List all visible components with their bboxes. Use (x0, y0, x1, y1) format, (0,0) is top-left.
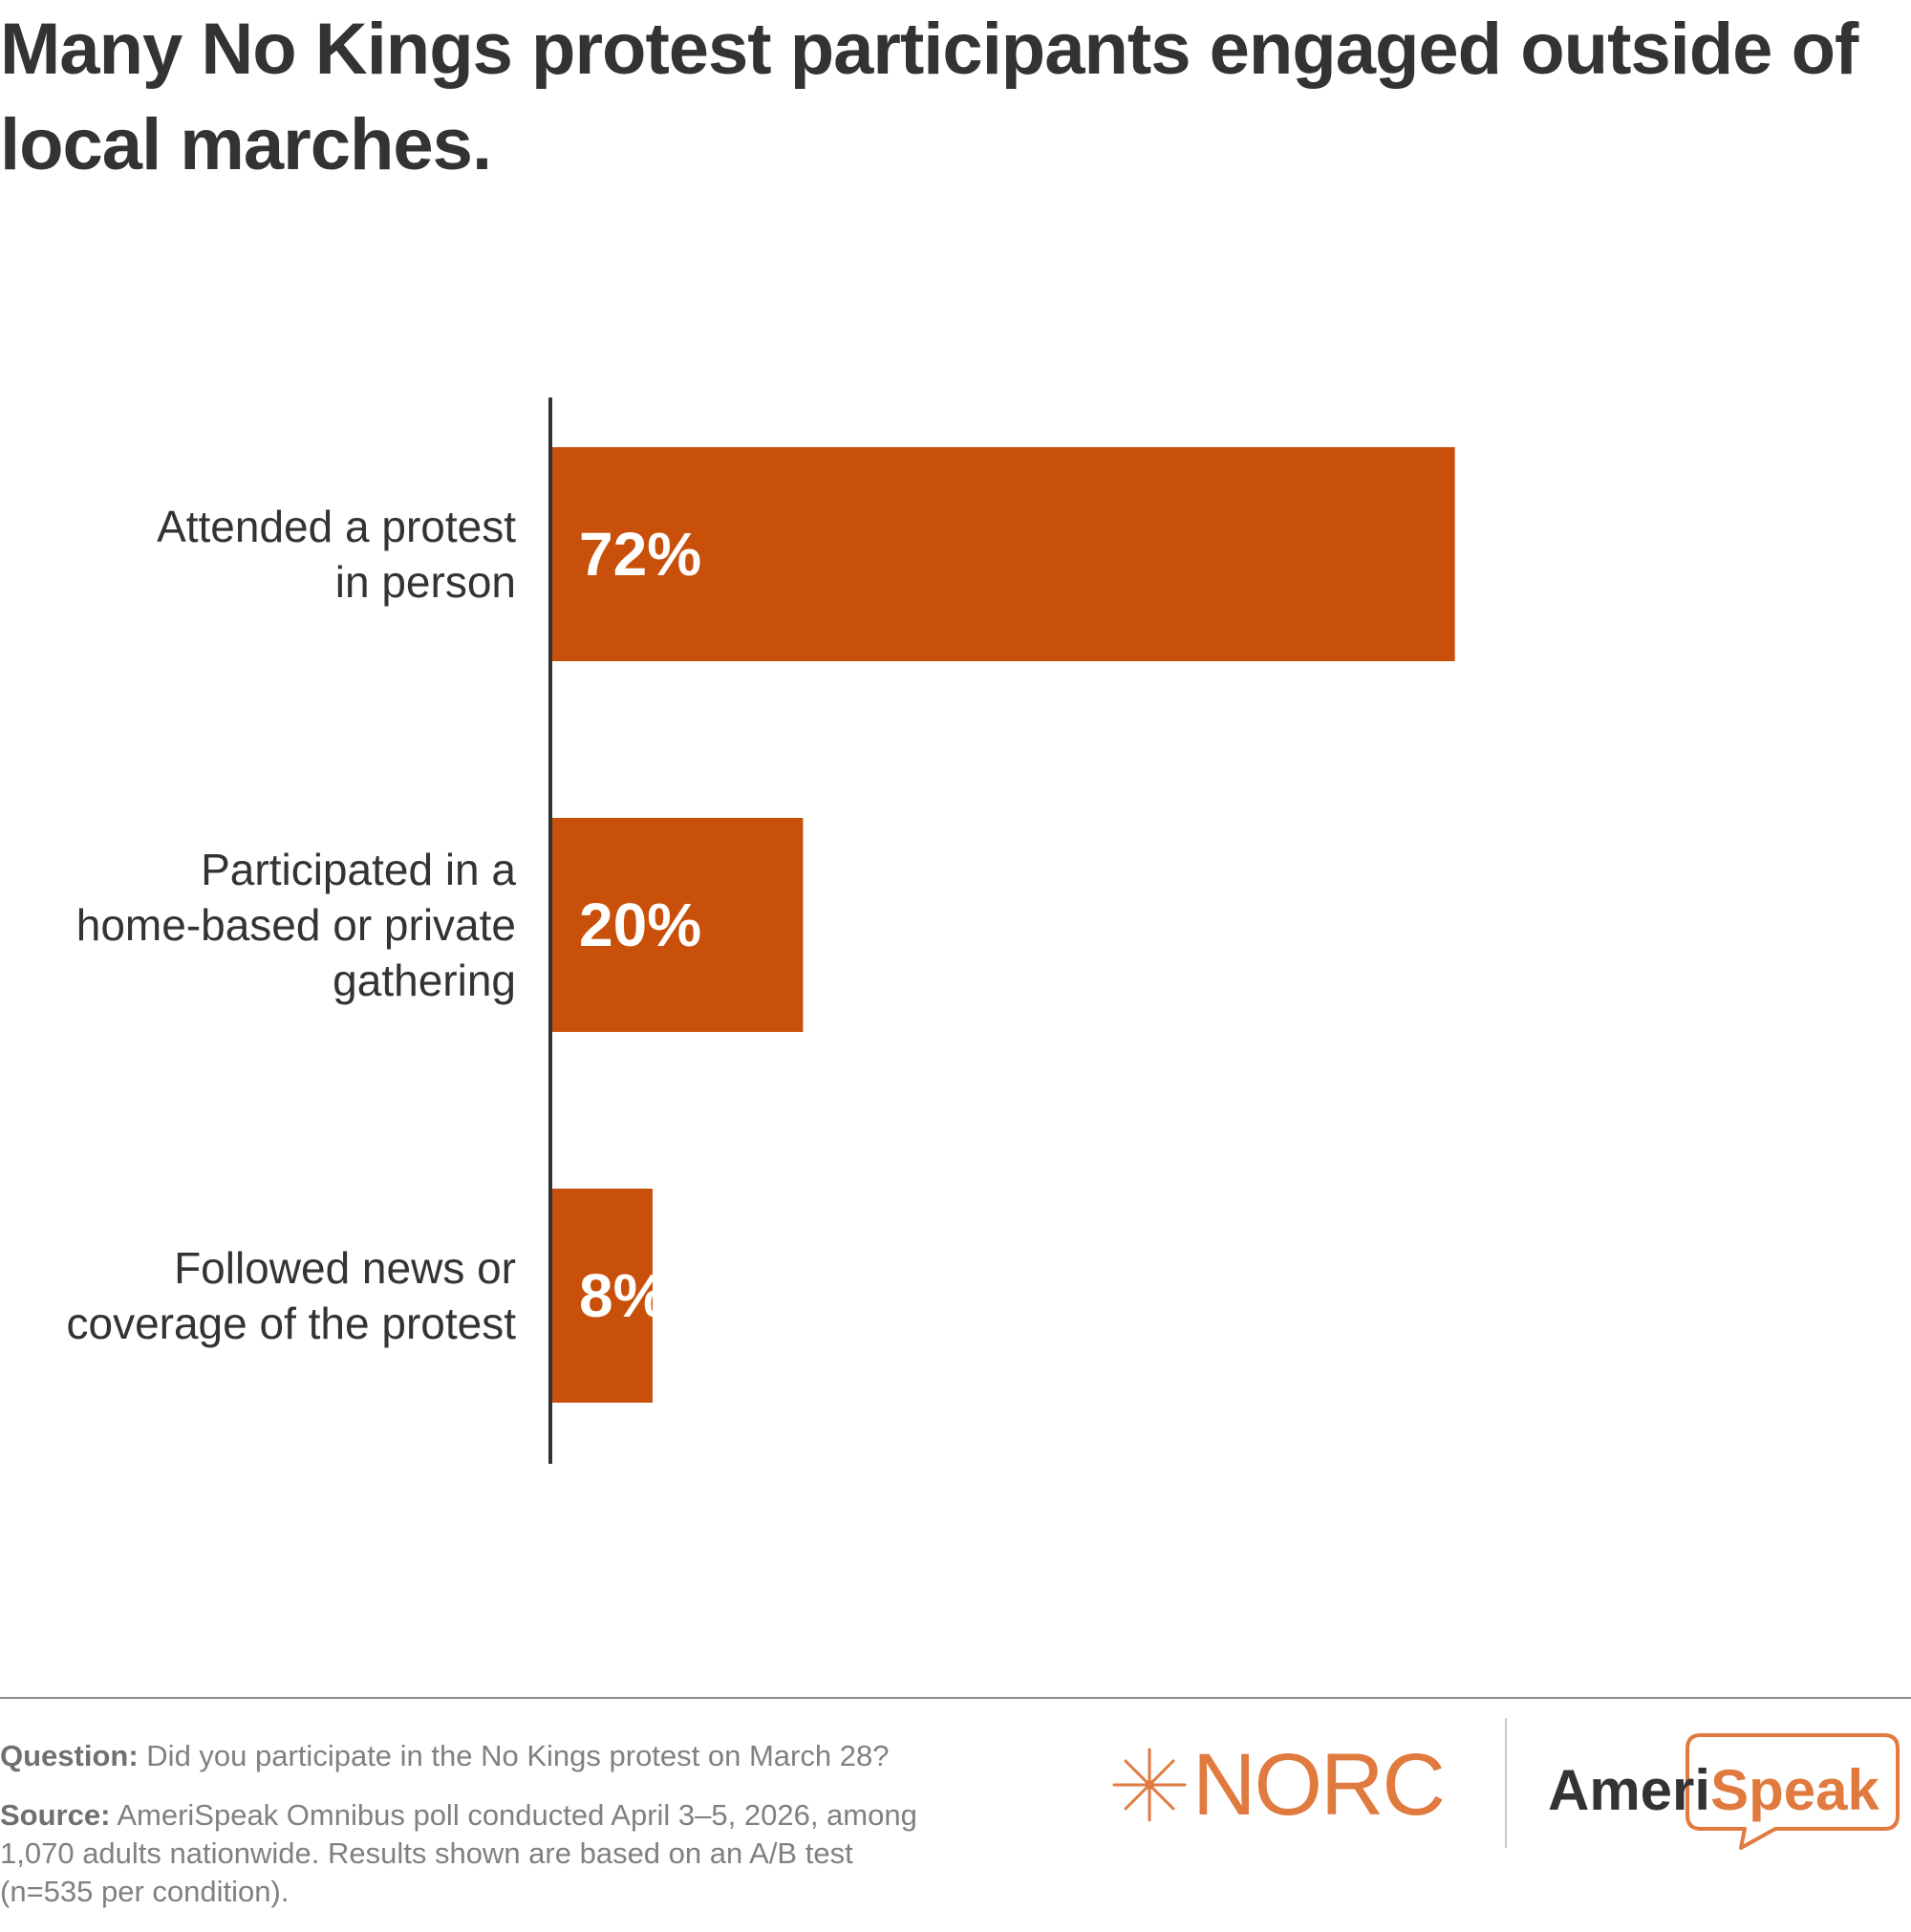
bar-value-label: 20% (579, 891, 701, 959)
category-label-line: home-based or private (75, 900, 516, 950)
category-label-line: Participated in a (201, 845, 516, 894)
bar-chart-plot: 72% 20% 8% (548, 397, 1455, 1464)
bar-3 (552, 1189, 653, 1403)
category-label-line: gathering (333, 955, 516, 1005)
norc-logo: NORC (1110, 1736, 1446, 1834)
source-note: Source: AmeriSpeak Omnibus poll conducte… (0, 1796, 917, 1911)
chart-title: Many No Kings protest participants engag… (0, 9, 1858, 185)
speak-text: Speak (1710, 1758, 1879, 1822)
bar-2 (552, 818, 804, 1032)
bar-value-label: 72% (579, 520, 701, 589)
source-label: Source: (0, 1798, 111, 1832)
category-label: Followed news or coverage of the protest (0, 1240, 516, 1351)
category-label-line: Attended a protest (157, 502, 516, 551)
norc-wordmark: NORC (1192, 1736, 1446, 1834)
amerispeak-logo: AmeriSpeak (1548, 1731, 1903, 1852)
question-text: Did you participate in the No Kings prot… (146, 1739, 890, 1772)
category-label: Attended a protest in person (0, 499, 516, 610)
question-note: Question: Did you participate in the No … (0, 1737, 917, 1775)
logo-separator (1505, 1718, 1507, 1848)
category-label-line: Followed news or (174, 1243, 516, 1293)
footer-divider (0, 1697, 1911, 1699)
amerispeak-wordmark: AmeriSpeak (1548, 1752, 1879, 1829)
question-label: Question: (0, 1739, 139, 1772)
ameri-text: Ameri (1548, 1758, 1711, 1822)
category-label-line: coverage of the protest (66, 1299, 516, 1348)
bar-1 (552, 447, 1455, 661)
category-label-line: in person (334, 557, 516, 607)
norc-star-icon (1112, 1748, 1187, 1822)
bar-chart: 72% 20% 8% Attended a protest in person Part… (0, 397, 1455, 1464)
chart-notes: Question: Did you participate in the No … (0, 1737, 917, 1932)
source-text: AmeriSpeak Omnibus poll conducted April … (0, 1798, 917, 1908)
bar-value-label: 8% (579, 1261, 668, 1330)
category-label: Participated in a home-based or private ga… (0, 842, 516, 1008)
speech-bubble-icon (1686, 1733, 1900, 1850)
